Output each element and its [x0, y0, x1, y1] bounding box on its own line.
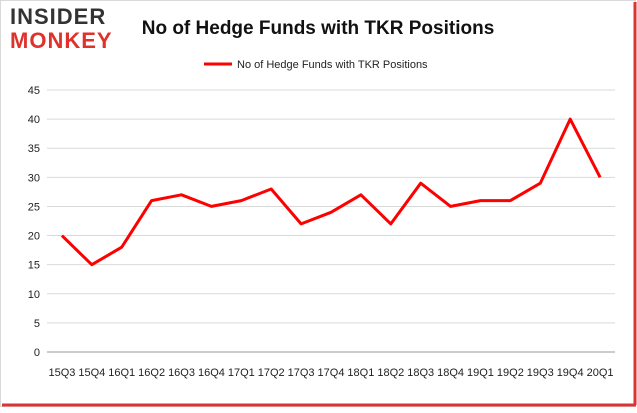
- y-tick-label: 20: [28, 231, 40, 243]
- x-tick-label: 19Q3: [527, 367, 554, 379]
- x-tick-label: 18Q4: [437, 367, 464, 379]
- x-tick-label: 17Q3: [288, 367, 315, 379]
- y-tick-label: 35: [28, 143, 40, 155]
- x-tick-label: 15Q3: [48, 367, 75, 379]
- x-tick-label: 18Q2: [377, 367, 404, 379]
- y-tick-label: 0: [34, 347, 40, 359]
- y-tick-label: 25: [28, 201, 40, 213]
- chart-title: No of Hedge Funds with TKR Positions: [142, 18, 495, 39]
- x-tick-label: 20Q1: [587, 367, 614, 379]
- x-tick-label: 16Q1: [108, 367, 135, 379]
- y-tick-label: 40: [28, 114, 40, 126]
- x-tick-label: 17Q4: [318, 367, 345, 379]
- x-tick-label: 16Q3: [168, 367, 195, 379]
- x-tick-label: 17Q2: [258, 367, 285, 379]
- legend-label: No of Hedge Funds with TKR Positions: [237, 59, 428, 71]
- y-tick-label: 5: [34, 318, 40, 330]
- data-line: [60, 117, 602, 267]
- legend: No of Hedge Funds with TKR Positions: [204, 59, 428, 71]
- logo-text: INSIDER: [10, 4, 106, 29]
- x-tick-label: 16Q4: [198, 367, 225, 379]
- x-tick-label: 19Q2: [497, 367, 524, 379]
- x-tick-label: 16Q2: [138, 367, 165, 379]
- x-tick-label: 18Q3: [407, 367, 434, 379]
- y-tick-label: 10: [28, 289, 40, 301]
- y-tick-label: 45: [28, 85, 40, 97]
- y-tick-label: 15: [28, 260, 40, 272]
- y-tick-label: 30: [28, 172, 40, 184]
- logo-text: MONKEY: [10, 28, 113, 53]
- x-tick-label: 19Q1: [467, 367, 494, 379]
- x-tick-label: 17Q1: [228, 367, 255, 379]
- x-tick-label: 18Q1: [347, 367, 374, 379]
- x-tick-label: 15Q4: [78, 367, 105, 379]
- x-tick-label: 19Q4: [557, 367, 584, 379]
